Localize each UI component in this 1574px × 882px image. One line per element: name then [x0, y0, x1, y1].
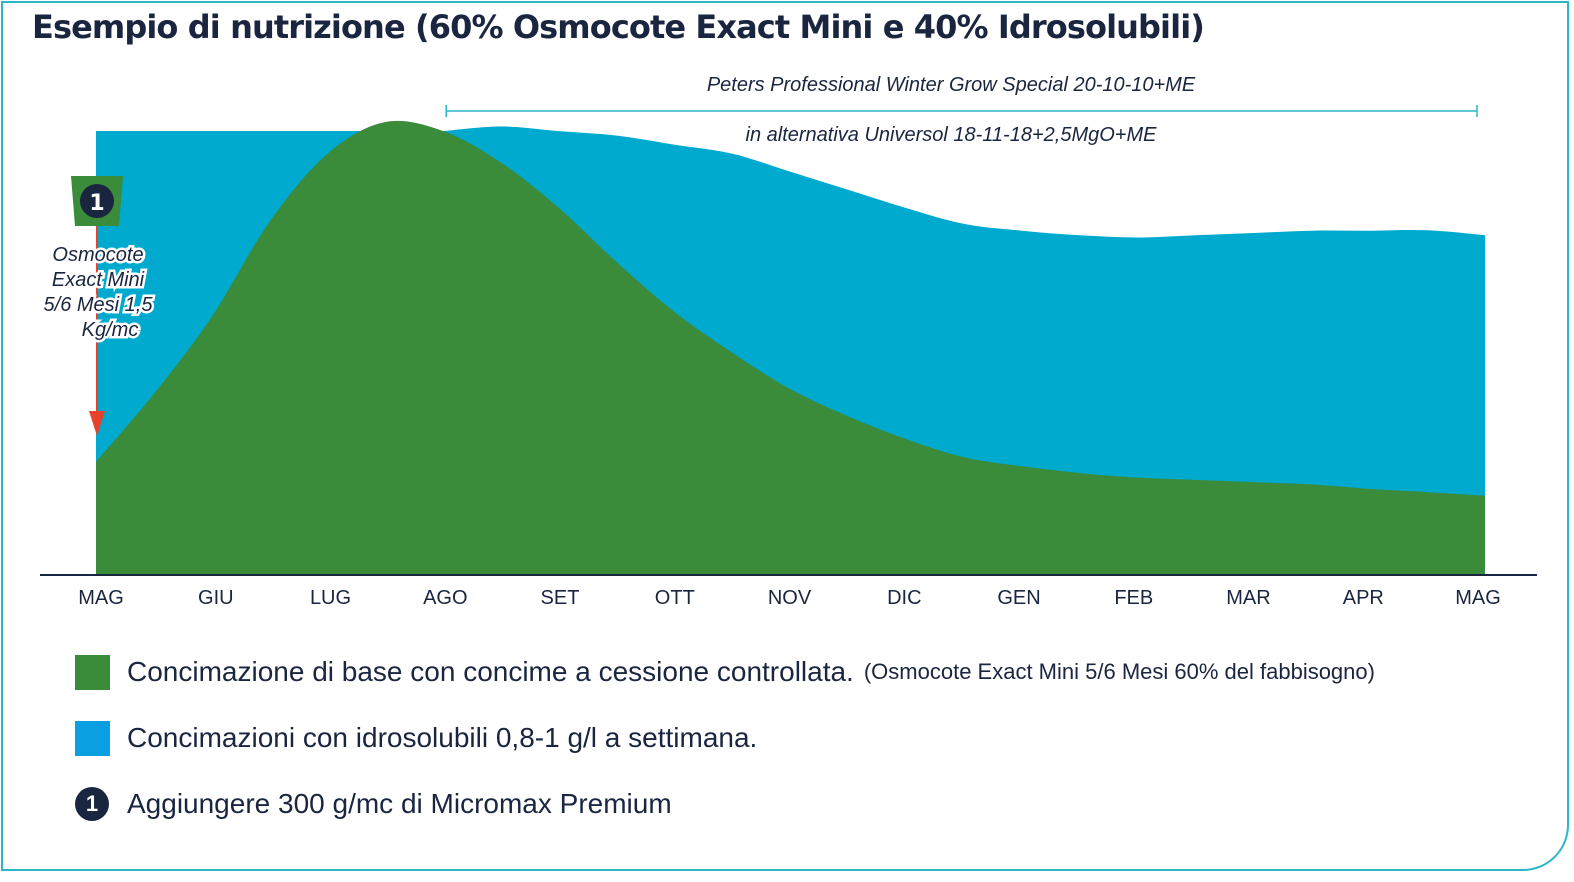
marker-text-line-3: 5/6 Mesi 1,5 — [44, 294, 154, 316]
x-tick-label-11: APR — [1343, 587, 1384, 609]
marker-arrow-head — [89, 411, 105, 436]
legend-swatch-blue — [75, 720, 110, 756]
application-range-bracket: Peters Professional Winter Grow Special … — [445, 74, 1478, 146]
legend-swatch-green — [75, 654, 110, 690]
marker-number: 1 — [89, 191, 104, 216]
legend-label: Concimazione di base con concime a cessi… — [127, 656, 854, 687]
marker-badge — [80, 184, 114, 218]
legend-badge-1: 1 — [75, 787, 109, 821]
x-tick-label-12: MAG — [1455, 587, 1501, 609]
marker-text-line-2: Exact Mini — [52, 269, 145, 291]
x-tick-label-8: GEN — [997, 587, 1040, 609]
marker-text-line-4: Kg/mc — [82, 319, 139, 341]
legend-item-micromax: 1 Aggiungere 300 g/mc di Micromax Premiu… — [75, 782, 1375, 826]
legend-item-idrosolubili: Concimazioni con idrosolubili 0,8-1 g/l … — [75, 716, 1375, 760]
chart-legend: Concimazione di base con concime a cessi… — [75, 650, 1375, 848]
x-tick-label-4: SET — [541, 587, 580, 609]
marker-text-line-1: Osmocote — [52, 244, 143, 266]
x-axis-tick-labels: MAG GIU LUG AGO SET OTT NOV DIC GEN FEB MAR APR MAG — [78, 587, 1501, 609]
x-tick-label-5: OTT — [655, 587, 695, 609]
x-tick-label-2: LUG — [310, 587, 351, 609]
x-tick-label-1: GIU — [198, 587, 234, 609]
area-series-cessione-controllata — [96, 120, 1485, 575]
x-tick-label-9: FEB — [1114, 587, 1153, 609]
x-tick-label-10: MAR — [1226, 587, 1270, 609]
x-tick-label-0: MAG — [78, 587, 124, 609]
range-label-universol: in alternativa Universol 18-11-18+2,5MgO… — [746, 124, 1158, 146]
x-tick-label-3: AGO — [423, 587, 467, 609]
legend-note: (Osmocote Exact Mini 5/6 Mesi 60% del fa… — [863, 659, 1375, 684]
application-marker: 1 Osmocote Exact Mini 5/6 Mesi 1,5 Kg/mc — [41, 176, 156, 436]
legend-item-cessione-controllata: Concimazione di base con concime a cessi… — [75, 650, 1375, 694]
legend-label: Concimazioni con idrosolubili 0,8-1 g/l … — [127, 722, 758, 753]
x-tick-label-7: DIC — [887, 587, 921, 609]
legend-label: Aggiungere 300 g/mc di Micromax Premium — [127, 788, 672, 819]
area-chart: MAG GIU LUG AGO SET OTT NOV DIC GEN FEB MAR APR MAG … — [40, 74, 1537, 609]
chart-title: Esempio di nutrizione (60% Osmocote Exac… — [32, 8, 1205, 46]
x-tick-label-6: NOV — [768, 587, 812, 609]
range-label-peters: Peters Professional Winter Grow Special … — [707, 74, 1196, 96]
